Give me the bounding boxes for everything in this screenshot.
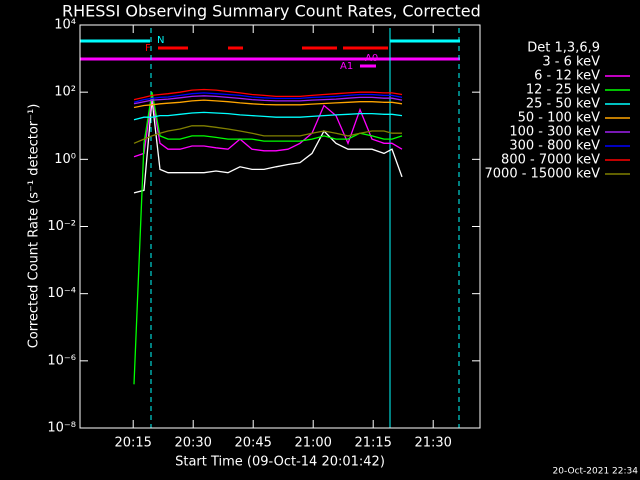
- x-tick-label: 21:15: [354, 436, 391, 451]
- legend-label: 3 - 6 keV: [542, 55, 600, 70]
- y-tick-label: 10⁻⁴: [47, 286, 76, 301]
- flag-label: F: [145, 43, 151, 54]
- y-tick-label: 10⁴: [54, 18, 76, 33]
- y-axis-title: Corrected Count Rate (s⁻¹ detector⁻¹): [27, 104, 42, 349]
- series-line: [133, 99, 403, 109]
- flags: N F A1 A0: [79, 28, 460, 428]
- x-tick-label: 20:15: [114, 436, 151, 451]
- legend-title: Det 1,3,6,9: [527, 41, 600, 56]
- y-tick-label: 10⁻²: [47, 219, 76, 234]
- y-tick-label: 10⁻⁶: [47, 353, 76, 368]
- series-line: [133, 95, 403, 158]
- flag-label: A0: [365, 53, 378, 64]
- series-line: [133, 125, 402, 144]
- flag-label: N: [157, 35, 164, 46]
- x-tick-label: 21:30: [414, 436, 451, 451]
- y-tick-label: 10⁰: [54, 152, 76, 167]
- series-line: [133, 95, 403, 105]
- series-line: [133, 99, 403, 194]
- legend-label: 12 - 25 keV: [526, 83, 600, 98]
- chart-title: RHESSI Observing Summary Count Rates, Co…: [62, 2, 481, 21]
- x-axis-title: Start Time (09-Oct-14 20:01:42): [175, 455, 385, 470]
- x-tick-label: 20:30: [174, 436, 211, 451]
- footer: 20-Oct-2021 22:34: [553, 467, 639, 477]
- legend-label: 100 - 300 keV: [509, 125, 600, 140]
- x-tick-label: 20:45: [234, 436, 271, 451]
- y-tick-label: 10²: [54, 85, 76, 100]
- legend-label: 6 - 12 keV: [534, 69, 600, 84]
- legend-label: 50 - 100 keV: [518, 111, 601, 126]
- legend-label: 7000 - 15000 keV: [485, 167, 601, 182]
- series-line: [133, 92, 403, 103]
- x-tick-label: 21:00: [294, 436, 331, 451]
- series-line: [133, 111, 403, 121]
- legend-label: 300 - 800 keV: [509, 139, 600, 154]
- series-line: [133, 88, 403, 101]
- y-tick-label: 10⁻⁸: [47, 421, 76, 436]
- legend-label: 25 - 50 keV: [526, 97, 600, 112]
- legend-label: 800 - 7000 keV: [501, 153, 600, 168]
- flag-label: A1: [340, 61, 353, 72]
